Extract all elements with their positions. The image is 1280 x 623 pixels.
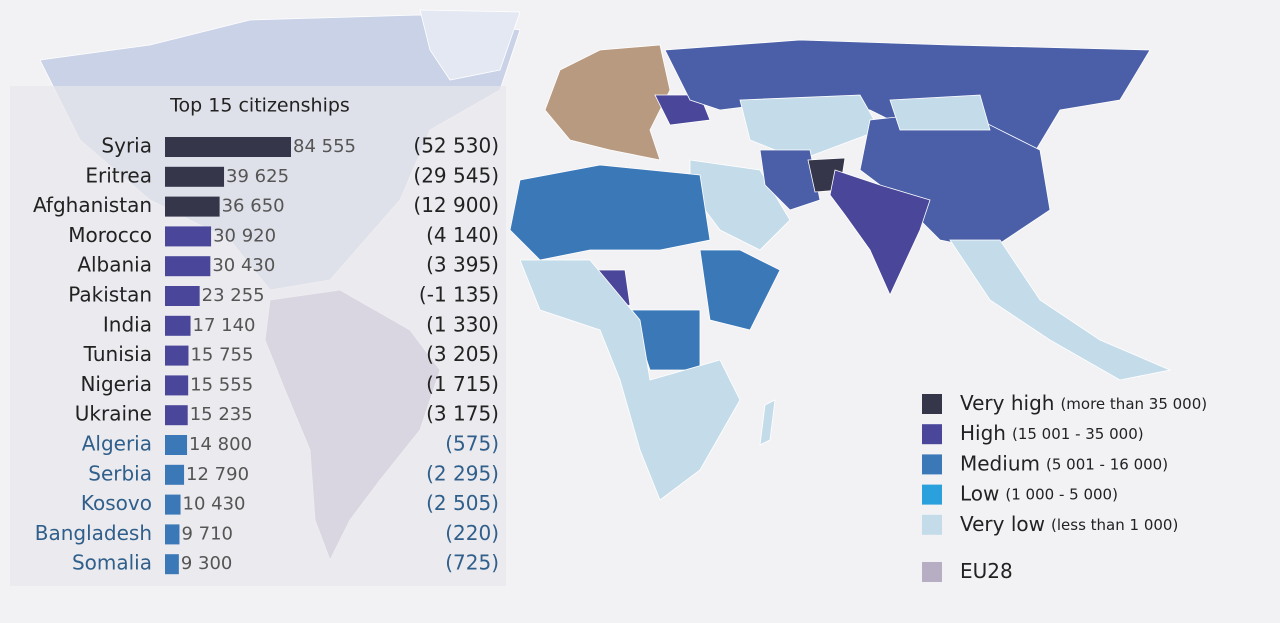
legend-item: Very low (less than 1 000) (960, 511, 1178, 535)
bar (165, 166, 225, 187)
value-label: 15 235 (190, 404, 253, 425)
legend-range: (5 001 - 16 000) (1046, 455, 1168, 473)
category-label: Somalia (72, 551, 152, 575)
madagascar (759, 399, 776, 446)
legend-item: Low (1 000 - 5 000) (960, 481, 1118, 505)
mongolia (889, 94, 991, 131)
change-label: (12 900) (413, 193, 499, 217)
value-label: 15 755 (190, 345, 253, 366)
change-label: (3 205) (426, 342, 499, 366)
value-label: 14 800 (189, 434, 252, 455)
value-label: 30 430 (212, 255, 275, 276)
bar (165, 554, 179, 575)
europe (544, 44, 671, 161)
bar (165, 196, 220, 217)
legend-label: EU28 (960, 559, 1013, 583)
pakistan-india (829, 169, 931, 296)
category-label: India (103, 312, 152, 336)
value-label: 36 650 (222, 196, 285, 217)
north-africa (509, 164, 711, 261)
bar (165, 315, 191, 336)
category-label: Pakistan (68, 283, 152, 307)
category-label: Kosovo (81, 491, 152, 515)
bar (165, 256, 211, 277)
iran (759, 149, 821, 211)
legend-range: (1 000 - 5 000) (1005, 485, 1118, 503)
east-africa (699, 249, 781, 331)
chart-title: Top 15 citizenships (169, 95, 350, 117)
category-label: Morocco (68, 223, 152, 247)
value-label: 9 710 (181, 523, 233, 544)
legend-label: Medium (960, 451, 1040, 475)
change-label: (3 175) (426, 402, 499, 426)
bar (165, 137, 291, 157)
legend-label: Very low (960, 511, 1045, 535)
change-label: (220) (445, 521, 499, 545)
category-label: Bangladesh (35, 521, 152, 545)
change-label: (725) (445, 551, 499, 575)
category-label: Syria (101, 134, 152, 158)
legend-item: EU28 (960, 559, 1013, 583)
change-label: (52 530) (413, 134, 499, 158)
category-label: Serbia (88, 461, 152, 485)
southeast-asia (949, 239, 1172, 381)
chart-panel (10, 86, 506, 586)
legend-range: (15 001 - 35 000) (1012, 425, 1144, 443)
legend-swatch (922, 424, 942, 445)
value-label: 39 625 (226, 166, 289, 187)
bar (165, 345, 189, 366)
category-label: Afghanistan (33, 193, 152, 217)
legend-panel (912, 382, 1257, 588)
value-label: 9 300 (181, 553, 233, 574)
value-label: 17 140 (193, 315, 256, 336)
bar (165, 375, 189, 396)
category-label: Eritrea (85, 163, 152, 187)
change-label: (1 330) (426, 312, 499, 336)
legend-swatch (922, 394, 942, 414)
value-label: 12 790 (186, 464, 249, 485)
change-label: (1 715) (426, 372, 499, 396)
category-label: Algeria (82, 432, 152, 456)
value-label: 84 555 (293, 136, 356, 157)
value-label: 10 430 (183, 494, 246, 515)
legend-item: Very high (more than 35 000) (960, 391, 1207, 415)
change-label: (-1 135) (419, 283, 499, 307)
change-label: (2 505) (426, 491, 499, 515)
value-label: 30 920 (213, 225, 276, 246)
category-label: Tunisia (83, 342, 152, 366)
category-label: Nigeria (80, 372, 152, 396)
legend-label: Very high (960, 391, 1054, 415)
value-label: 23 255 (202, 285, 265, 306)
change-label: (29 545) (413, 163, 499, 187)
change-label: (3 395) (426, 253, 499, 277)
legend-swatch (922, 454, 942, 475)
bar (165, 226, 212, 247)
legend-item: High (15 001 - 35 000) (960, 421, 1144, 445)
legend-label: High (960, 421, 1006, 445)
category-label: Ukraine (75, 402, 152, 426)
bar (165, 286, 200, 306)
bar (165, 435, 188, 455)
kazakhstan (739, 94, 881, 161)
legend-swatch (922, 562, 942, 582)
bar (165, 464, 185, 485)
bar (165, 524, 180, 545)
value-label: 15 555 (190, 374, 253, 395)
change-label: (575) (445, 432, 499, 456)
change-label: (2 295) (426, 461, 499, 485)
change-label: (4 140) (426, 223, 499, 247)
legend-range: (less than 1 000) (1051, 515, 1178, 533)
legend-swatch (922, 514, 942, 535)
greenland (419, 9, 521, 81)
legend-label: Low (960, 481, 999, 505)
legend-item: Medium (5 001 - 16 000) (960, 451, 1168, 475)
southern-africa (519, 259, 741, 501)
legend-swatch (922, 484, 942, 505)
legend-range: (more than 35 000) (1060, 395, 1207, 413)
category-label: Albania (77, 253, 152, 277)
bar (165, 405, 188, 426)
bar (165, 494, 181, 515)
